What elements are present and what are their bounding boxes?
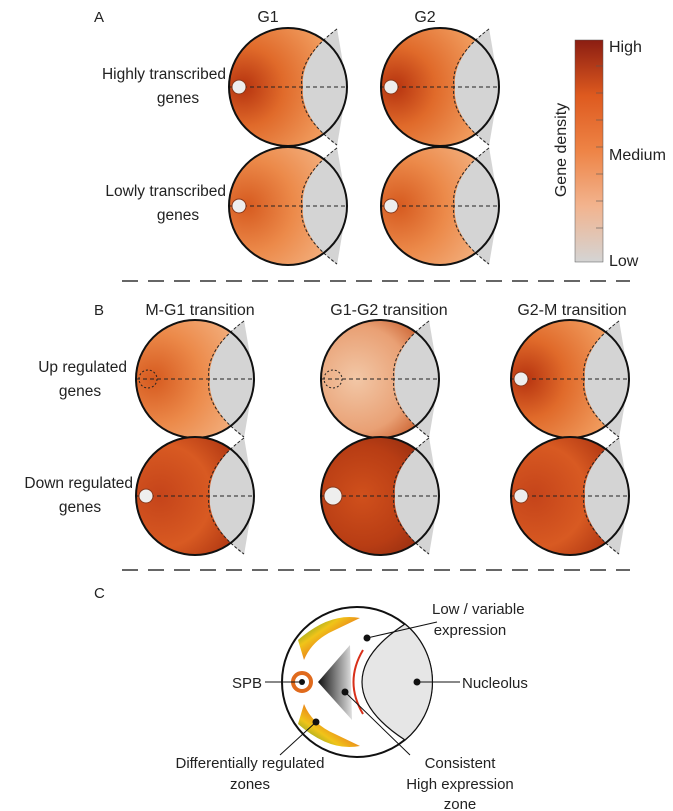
panel-a-letter: A bbox=[94, 9, 104, 26]
panel-a-col-g2: G2 bbox=[414, 9, 435, 26]
panel-b-row1-line1: Up regulated bbox=[38, 359, 127, 376]
label-consistent-line1: Consistent bbox=[425, 755, 497, 772]
label-low-line2: expression bbox=[434, 622, 507, 639]
panel-a-row2-line1: Lowly transcribed bbox=[105, 183, 226, 200]
panel-b-letter: B bbox=[94, 302, 104, 319]
panel-c-letter: C bbox=[94, 585, 105, 602]
heatmap-g1-lowly bbox=[228, 146, 348, 266]
red-boundary bbox=[352, 649, 364, 715]
nucleolus-region bbox=[361, 623, 433, 741]
heatmap-mg1-up bbox=[135, 319, 255, 439]
differential-zone-top bbox=[298, 616, 360, 660]
label-spb: SPB bbox=[232, 675, 262, 692]
heatmap-g2-lowly bbox=[380, 146, 500, 266]
label-consistent-line3: zone bbox=[444, 796, 477, 811]
heatmap-g2m-down bbox=[510, 436, 630, 556]
panel-a-row1-line1: Highly transcribed bbox=[102, 66, 226, 83]
colorbar bbox=[574, 39, 604, 263]
panel-a-col-g1: G1 bbox=[257, 9, 278, 26]
label-consistent-line2: High expression bbox=[406, 776, 514, 793]
heatmap-g1g2-up bbox=[320, 319, 440, 439]
colorbar-medium-label: Medium bbox=[609, 147, 666, 164]
panel-b-col-g2m: G2-M transition bbox=[517, 302, 626, 319]
heatmap-g2m-up bbox=[510, 319, 630, 439]
differential-zone-bottom bbox=[298, 704, 360, 748]
label-diff-line1: Differentially regulated bbox=[176, 755, 325, 772]
leader-consistent bbox=[344, 691, 411, 756]
heatmap-g1-highly bbox=[228, 27, 348, 147]
label-nucleolus: Nucleolus bbox=[462, 675, 528, 692]
panel-b-col-g1g2: G1-G2 transition bbox=[330, 302, 447, 319]
heatmap-mg1-down bbox=[135, 436, 255, 556]
high-expression-zone bbox=[318, 645, 352, 720]
panel-b-row2-line1: Down regulated bbox=[24, 475, 133, 492]
colorbar-title: Gene density bbox=[553, 103, 570, 197]
panel-b-row2-line2: genes bbox=[59, 499, 101, 516]
leader-low bbox=[366, 621, 438, 639]
label-low-line1: Low / variable bbox=[432, 601, 525, 618]
panel-b-row1-line2: genes bbox=[59, 383, 101, 400]
panel-a-row1-line2: genes bbox=[157, 90, 199, 107]
colorbar-high-label: High bbox=[609, 39, 642, 56]
panel-b-col-mg1: M-G1 transition bbox=[145, 302, 254, 319]
nucleus-schematic bbox=[281, 606, 433, 758]
panel-a-row2-line2: genes bbox=[157, 207, 199, 224]
label-diff-line2: zones bbox=[230, 776, 270, 793]
heatmap-g1g2-down bbox=[320, 436, 440, 556]
colorbar-low-label: Low bbox=[609, 253, 639, 270]
leader-diff bbox=[279, 721, 317, 756]
heatmap-g2-highly bbox=[380, 27, 500, 147]
